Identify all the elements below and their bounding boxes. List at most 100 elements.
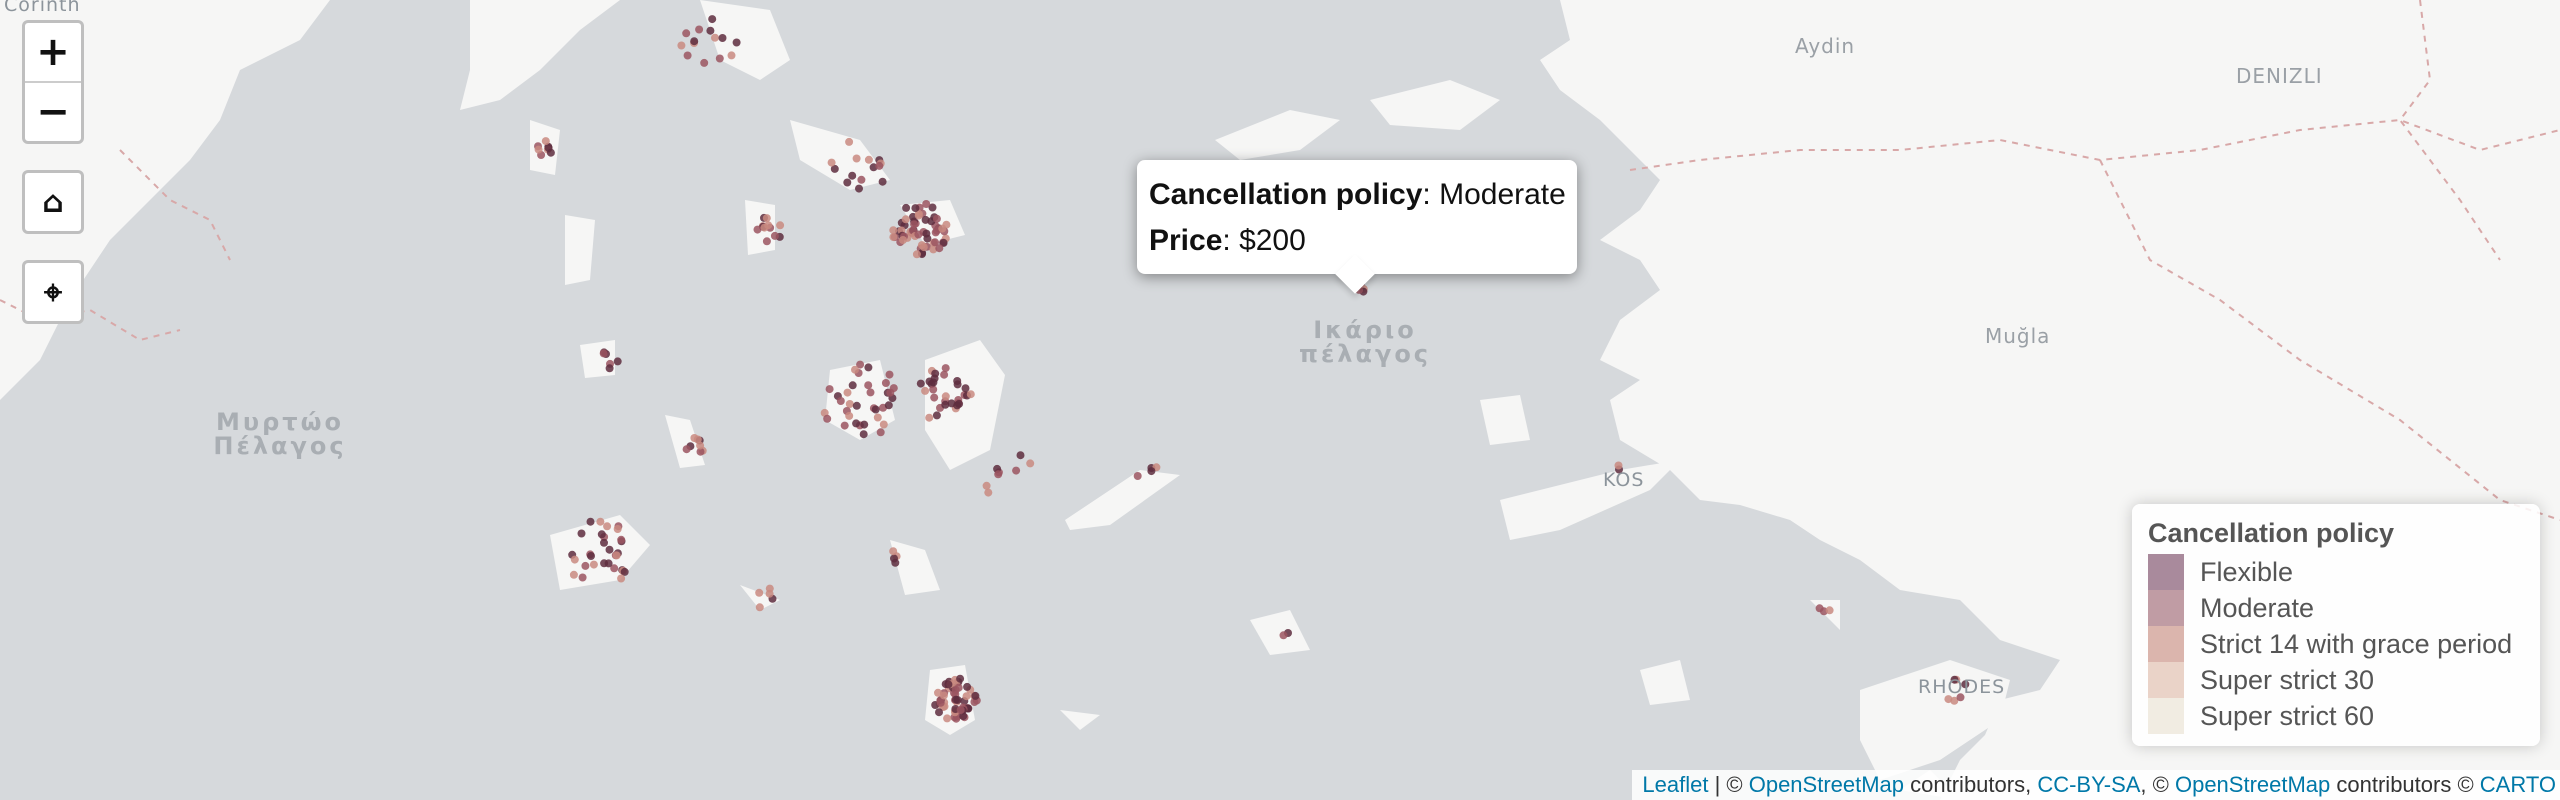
listing-marker[interactable] (911, 204, 920, 213)
listing-marker[interactable] (873, 413, 882, 422)
listing-marker[interactable] (845, 400, 854, 408)
listing-marker[interactable] (715, 54, 724, 63)
listing-marker[interactable] (932, 411, 941, 420)
listing-marker[interactable] (753, 225, 762, 234)
listing-marker[interactable] (570, 555, 579, 564)
listing-marker[interactable] (852, 401, 861, 410)
listing-marker[interactable] (848, 381, 857, 390)
zoom-out-button[interactable]: − (25, 81, 81, 141)
listing-marker[interactable] (851, 365, 859, 374)
listing-marker[interactable] (836, 397, 845, 405)
listing-marker[interactable] (604, 559, 613, 568)
listing-marker[interactable] (871, 405, 880, 414)
listing-marker[interactable] (612, 551, 621, 560)
listing-marker[interactable] (696, 447, 705, 456)
listing-marker[interactable] (931, 238, 939, 247)
listing-marker[interactable] (755, 588, 764, 597)
listing-marker[interactable] (617, 574, 626, 583)
listing-marker[interactable] (708, 15, 717, 24)
listing-marker[interactable] (852, 419, 861, 428)
listing-marker[interactable] (596, 517, 605, 526)
listing-marker[interactable] (884, 401, 893, 410)
listing-marker[interactable] (840, 421, 849, 430)
listing-marker[interactable] (855, 184, 863, 193)
listing-marker[interactable] (852, 154, 861, 163)
listing-marker[interactable] (935, 708, 943, 717)
listing-marker[interactable] (541, 137, 550, 146)
listing-marker[interactable] (917, 241, 926, 250)
listing-marker[interactable] (760, 223, 769, 232)
listing-marker[interactable] (1012, 466, 1021, 475)
listing-marker[interactable] (944, 680, 953, 689)
listing-marker[interactable] (762, 214, 771, 223)
leaflet-link[interactable]: Leaflet (1642, 772, 1709, 797)
listing-marker[interactable] (1961, 680, 1970, 689)
listing-marker[interactable] (938, 224, 947, 233)
listing-marker[interactable] (690, 37, 699, 46)
carto-link[interactable]: CARTO (2479, 772, 2556, 797)
listing-marker[interactable] (843, 178, 852, 187)
listing-marker[interactable] (1147, 467, 1156, 476)
locate-icon[interactable]: ⌖ (43, 272, 63, 311)
listing-marker[interactable] (605, 364, 614, 373)
listing-marker[interactable] (962, 692, 971, 701)
listing-marker[interactable] (776, 221, 785, 230)
listing-marker[interactable] (577, 529, 586, 538)
listing-marker[interactable] (936, 698, 945, 707)
listing-marker[interactable] (830, 164, 839, 173)
listing-marker[interactable] (732, 38, 741, 47)
listing-marker[interactable] (605, 545, 614, 554)
listing-marker[interactable] (700, 58, 709, 67)
listing-marker[interactable] (885, 370, 894, 379)
listing-marker[interactable] (943, 714, 952, 723)
listing-marker[interactable] (890, 554, 898, 563)
listing-marker[interactable] (889, 233, 898, 242)
listing-marker[interactable] (1133, 472, 1142, 480)
listing-marker[interactable] (544, 144, 553, 152)
listing-marker[interactable] (856, 360, 865, 369)
listing-marker[interactable] (921, 215, 930, 224)
listing-marker[interactable] (879, 420, 888, 429)
home-icon[interactable]: ⌂ (42, 184, 64, 220)
listing-marker[interactable] (912, 250, 921, 259)
listing-marker[interactable] (586, 517, 595, 526)
listing-marker[interactable] (930, 393, 939, 402)
listing-marker[interactable] (718, 34, 727, 42)
listing-marker[interactable] (859, 430, 868, 439)
listing-marker[interactable] (711, 33, 719, 42)
listing-marker[interactable] (695, 25, 704, 34)
listing-marker[interactable] (939, 691, 948, 700)
listing-marker[interactable] (901, 215, 910, 224)
listing-marker[interactable] (922, 200, 931, 208)
listing-marker[interactable] (857, 175, 866, 184)
listing-marker[interactable] (922, 229, 931, 238)
listing-marker[interactable] (1956, 693, 1965, 702)
listing-marker[interactable] (578, 573, 587, 582)
listing-marker[interactable] (825, 385, 834, 394)
listing-marker[interactable] (984, 488, 993, 497)
listing-marker[interactable] (889, 547, 898, 556)
listing-marker[interactable] (899, 236, 907, 244)
listing-marker[interactable] (706, 26, 715, 35)
listing-marker[interactable] (696, 441, 705, 450)
listing-marker[interactable] (886, 388, 895, 397)
listing-marker[interactable] (982, 481, 991, 490)
listing-marker[interactable] (994, 470, 1003, 479)
listing-marker[interactable] (929, 378, 938, 387)
listing-marker[interactable] (1950, 696, 1959, 705)
listing-marker[interactable] (941, 400, 950, 409)
listing-marker[interactable] (683, 51, 692, 60)
listing-marker[interactable] (929, 385, 938, 394)
listing-marker[interactable] (589, 560, 598, 569)
listing-marker[interactable] (940, 370, 949, 379)
listing-marker[interactable] (889, 226, 898, 235)
listing-marker[interactable] (916, 379, 925, 388)
listing-marker[interactable] (921, 386, 930, 395)
listing-marker[interactable] (1950, 675, 1959, 684)
listing-marker[interactable] (1016, 451, 1025, 460)
listing-marker[interactable] (864, 155, 873, 164)
osm-link[interactable]: OpenStreetMap (2174, 772, 2331, 797)
listing-marker[interactable] (597, 530, 606, 539)
listing-marker[interactable] (581, 561, 590, 570)
listing-marker[interactable] (941, 364, 950, 373)
